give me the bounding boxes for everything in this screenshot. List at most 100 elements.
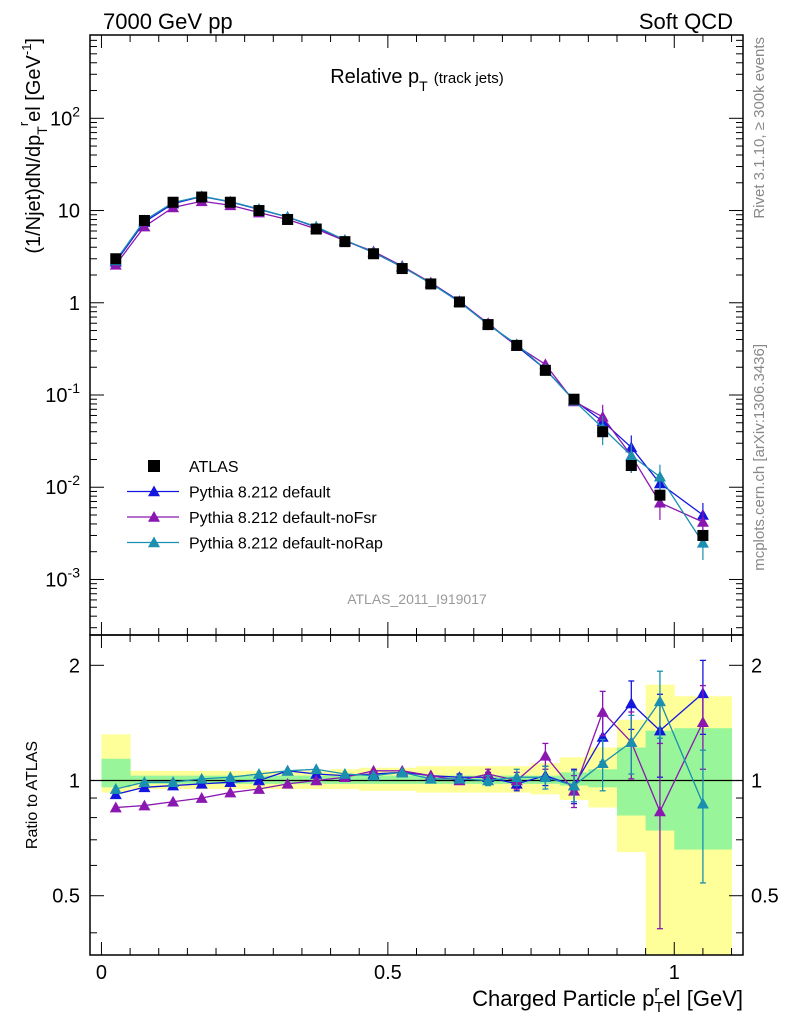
marker-atlas <box>224 196 236 208</box>
marker-atlas <box>654 489 666 501</box>
legend-label: ATLAS <box>189 459 239 476</box>
ratio-marker-noRap <box>453 772 466 784</box>
marker-atlas <box>282 213 294 225</box>
ratio-marker-noRap <box>338 767 351 779</box>
band-inner <box>101 758 131 788</box>
rivet-label: Rivet 3.1.10, ≥ 300k events <box>751 37 768 219</box>
marker-noFsr <box>653 496 666 508</box>
ratio-marker-noRap <box>224 771 237 783</box>
marker-noFsr <box>696 515 709 527</box>
marker-atlas <box>138 214 150 226</box>
ratio-marker-noFsr <box>539 749 552 761</box>
ratio-marker-noRap <box>510 771 523 783</box>
ratio-y-axis-label: Ratio to ATLAS <box>24 741 41 849</box>
ratio-marker-default <box>252 774 265 786</box>
ratio-marker-noRap <box>396 766 409 778</box>
y-tick-label: 1 <box>69 293 80 315</box>
analysis-label: ATLAS_2011_I919017 <box>347 591 487 607</box>
marker-atlas <box>597 426 609 438</box>
ratio-series <box>109 659 709 930</box>
marker-atlas <box>310 223 322 235</box>
header-left: 7000 GeV pp <box>103 9 233 34</box>
y-tick-label: 102 <box>50 103 80 130</box>
ratio-marker-noRap <box>482 774 495 786</box>
marker-atlas <box>167 196 179 208</box>
header-right: Soft QCD <box>638 9 733 34</box>
x-tick-label: 1 <box>669 962 680 984</box>
marker-atlas <box>196 191 208 203</box>
x-tick-label: 0 <box>96 962 107 984</box>
ratio-marker-default <box>625 697 638 709</box>
legend-label: Pythia 8.212 default-noFsr <box>189 510 377 527</box>
ratio-marker-noFsr <box>653 805 666 817</box>
ratio-y-tick-label-left: 1 <box>69 771 80 793</box>
ratio-y-tick-label-right: 1 <box>751 771 762 793</box>
marker-noRap <box>625 449 638 461</box>
ratio-marker-noRap <box>167 776 180 787</box>
marker-atlas <box>339 236 351 248</box>
ratio-marker-noRap <box>281 764 294 776</box>
ratio-y-tick-label-right: 0.5 <box>751 886 779 908</box>
marker-atlas <box>625 460 637 472</box>
ratio-bands <box>101 684 733 955</box>
ratio-marker-noFsr <box>252 783 265 794</box>
marker-atlas <box>453 296 465 308</box>
ratio-marker-noRap <box>138 776 151 787</box>
y-tick-label: 10 <box>58 201 80 223</box>
ratio-marker-noFsr <box>281 777 294 789</box>
ratio-marker-noFsr <box>109 801 122 813</box>
marker-atlas <box>482 319 494 331</box>
ratio-marker-noRap <box>539 771 552 783</box>
ratio-marker-noRap <box>367 769 380 781</box>
ratio-y-tick-label-left: 2 <box>69 655 80 677</box>
ratio-marker-noFsr <box>224 786 237 798</box>
x-tick-label: 0.5 <box>374 962 402 984</box>
marker-atlas <box>253 205 265 217</box>
plot-title: Relative pT (track jets) <box>330 66 504 94</box>
ratio-marker-noRap <box>568 779 581 791</box>
ratio-marker-noRap <box>310 763 323 775</box>
ratio-marker-noFsr <box>696 716 709 728</box>
ratio-y-tick-label-left: 0.5 <box>52 886 80 908</box>
main-series <box>109 190 709 561</box>
ratio-marker-noRap <box>625 736 638 747</box>
ratio-marker-noFsr <box>167 795 180 807</box>
legend-marker-noFsr <box>148 511 160 522</box>
marker-noRap <box>653 470 666 482</box>
ratio-marker-noFsr <box>596 706 609 717</box>
y-tick-label: 10-1 <box>45 380 80 407</box>
y-axis-label: (1/Njet)dN/dpTrel [GeV-1] <box>16 38 50 254</box>
main-frame <box>89 34 744 636</box>
ratio-marker-noFsr <box>138 799 151 811</box>
marker-atlas <box>539 364 551 376</box>
legend-label: Pythia 8.212 default-noRap <box>189 536 383 553</box>
y-tick-label: 10-2 <box>45 472 80 499</box>
ratio-marker-noRap <box>424 772 437 784</box>
ratio-y-tick-label-right: 2 <box>751 655 762 677</box>
ratio-marker-noRap <box>109 783 122 794</box>
ratio-marker-noFsr <box>195 792 208 803</box>
ratio-marker-noRap <box>696 797 709 809</box>
marker-noRap <box>696 536 709 548</box>
x-axis-label: Charged Particle pr Tel [GeV] <box>472 983 743 1016</box>
legend-marker-atlas <box>148 460 160 472</box>
marker-atlas <box>396 263 408 275</box>
legend-marker-noRap <box>148 536 160 548</box>
ratio-marker-noRap <box>195 772 208 784</box>
marker-atlas <box>697 529 709 541</box>
marker-atlas <box>568 393 580 405</box>
ratio-marker-noRap <box>596 757 609 768</box>
y-tick-label: 10-3 <box>45 564 80 591</box>
marker-atlas <box>368 248 380 260</box>
legend-marker-default <box>148 485 160 497</box>
mcplots-label: mcplots.cern.ch [arXiv:1306.3436] <box>751 344 768 571</box>
ratio-marker-noFsr <box>310 774 323 786</box>
ratio-marker-noRap <box>653 695 666 707</box>
marker-atlas <box>511 339 523 351</box>
band-inner <box>387 775 417 784</box>
legend-label: Pythia 8.212 default <box>189 485 331 502</box>
marker-atlas <box>110 253 122 265</box>
ratio-marker-noRap <box>252 767 265 779</box>
marker-atlas <box>425 278 437 290</box>
